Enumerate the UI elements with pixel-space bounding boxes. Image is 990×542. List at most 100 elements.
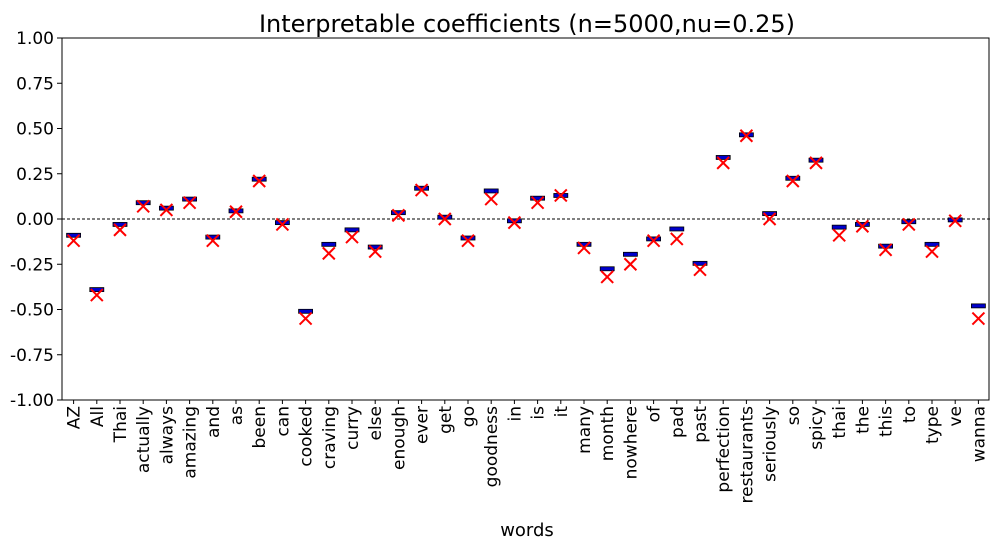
x-tick-label: type — [923, 406, 943, 444]
box — [623, 251, 638, 257]
box — [112, 222, 128, 227]
x-marker — [646, 234, 661, 248]
x-marker — [136, 199, 150, 214]
x-tick-label: so — [784, 406, 804, 425]
x-marker — [925, 244, 939, 259]
box — [298, 308, 314, 314]
x-marker — [670, 232, 684, 246]
y-tick-label: 1.00 — [16, 29, 54, 49]
x-marker — [739, 129, 754, 143]
x-marker — [507, 215, 522, 230]
x-tick-label: thai — [830, 406, 850, 439]
x-marker — [229, 205, 243, 219]
x-marker — [902, 217, 916, 232]
x-tick-label: All — [88, 406, 108, 427]
chart-title: Interpretable coefficients (n=5000,nu=0.… — [259, 10, 795, 38]
x-tick-label: seriously — [761, 406, 781, 482]
x-marker — [948, 214, 962, 228]
x-marker — [762, 212, 777, 226]
x-tick-label: AZ — [65, 406, 85, 429]
x-marker — [577, 241, 591, 255]
x-tick-label: past — [691, 406, 711, 443]
x-tick-label: been — [250, 406, 270, 448]
box — [530, 195, 545, 201]
y-tick-label: 0.75 — [16, 74, 54, 94]
x-tick-label: actually — [134, 406, 154, 473]
x-tick-label: this — [877, 406, 897, 437]
x-marker — [322, 246, 336, 261]
x-marker — [206, 234, 220, 248]
x-marker — [855, 219, 870, 233]
box — [483, 188, 499, 194]
x-tick-label: get — [436, 406, 456, 434]
box — [182, 196, 198, 202]
x-marker — [484, 192, 498, 206]
x-marker — [530, 196, 545, 210]
x-tick-label: to — [900, 406, 920, 423]
x-tick-label: month — [598, 406, 618, 461]
x-tick-label: cooked — [297, 406, 317, 467]
y-tick-label: 0.50 — [16, 120, 54, 140]
x-marker — [159, 203, 174, 217]
x-tick-label: nowhere — [621, 406, 641, 479]
x-marker — [623, 257, 638, 271]
x-tick-label: perfection — [714, 406, 734, 493]
box — [205, 234, 221, 240]
box — [135, 200, 151, 206]
x-tick-label: is — [529, 406, 549, 420]
box — [971, 303, 986, 309]
x-marker — [600, 270, 614, 284]
x-tick-label: Thai — [111, 406, 131, 443]
x-tick-label: amazing — [181, 406, 201, 479]
x-axis-label: words — [500, 520, 554, 541]
x-marker — [809, 156, 823, 170]
x-tick-label: can — [273, 406, 293, 437]
x-marker — [113, 223, 127, 237]
x-tick-label: always — [157, 406, 177, 465]
x-tick-label: enough — [389, 406, 409, 470]
box — [715, 155, 731, 160]
box — [831, 224, 847, 230]
box — [321, 241, 337, 247]
x-marker — [554, 188, 568, 203]
x-tick-label: the — [853, 406, 873, 434]
x-tick-label: goodness — [482, 406, 502, 487]
x-marker — [182, 196, 197, 210]
x-marker — [971, 311, 986, 326]
x-marker — [252, 174, 266, 188]
x-marker — [368, 244, 382, 259]
x-tick-label: many — [575, 406, 595, 454]
x-tick-label: craving — [320, 406, 340, 469]
x-tick-label: pad — [668, 406, 688, 438]
y-tick-label: 0.25 — [16, 165, 54, 185]
x-tick-label: spicy — [807, 406, 827, 450]
x-marker — [832, 228, 846, 242]
x-marker — [693, 262, 707, 277]
x-tick-label: wanna — [969, 406, 989, 462]
x-marker — [878, 243, 893, 257]
x-tick-label: ve — [946, 406, 966, 427]
y-tick-label: -0.25 — [10, 255, 54, 275]
box — [762, 211, 777, 216]
x-tick-label: else — [366, 406, 386, 441]
box — [878, 243, 893, 249]
x-marker — [786, 174, 800, 188]
box — [367, 244, 383, 250]
x-tick-label: curry — [343, 406, 363, 450]
x-tick-label: it — [552, 406, 572, 418]
x-tick-label: and — [204, 406, 224, 438]
box — [599, 266, 615, 272]
x-marker — [90, 288, 104, 302]
box — [924, 241, 940, 247]
x-marker — [298, 311, 313, 326]
y-tick-label: -1.00 — [10, 391, 54, 411]
x-tick-label: restaurants — [737, 406, 757, 504]
box — [66, 232, 81, 238]
box — [89, 287, 105, 292]
y-tick-label: -0.75 — [10, 346, 54, 366]
x-marker — [66, 234, 81, 248]
x-marker — [716, 156, 730, 170]
x-tick-label: of — [645, 405, 665, 422]
x-tick-label: go — [459, 406, 479, 427]
